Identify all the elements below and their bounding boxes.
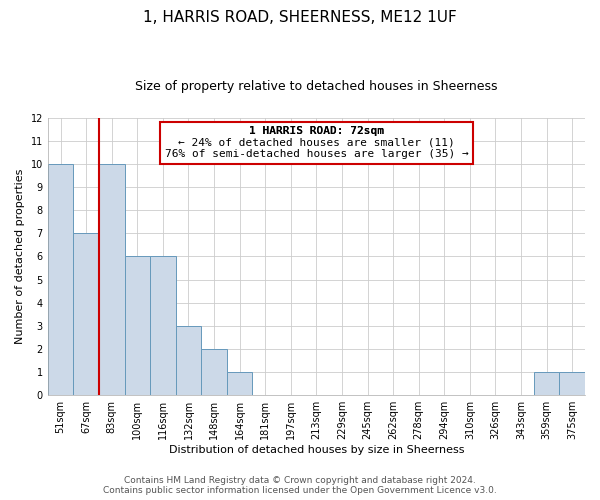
Bar [559, 372, 585, 395]
Bar [125, 256, 150, 395]
Title: Size of property relative to detached houses in Sheerness: Size of property relative to detached ho… [135, 80, 497, 93]
Bar [73, 234, 99, 395]
Bar [176, 326, 201, 395]
Bar [48, 164, 73, 395]
Bar [150, 256, 176, 395]
Text: 1, HARRIS ROAD, SHEERNESS, ME12 1UF: 1, HARRIS ROAD, SHEERNESS, ME12 1UF [143, 10, 457, 25]
Bar [227, 372, 253, 395]
X-axis label: Distribution of detached houses by size in Sheerness: Distribution of detached houses by size … [169, 445, 464, 455]
Bar [534, 372, 559, 395]
Bar [201, 349, 227, 395]
Y-axis label: Number of detached properties: Number of detached properties [15, 169, 25, 344]
Text: 1 HARRIS ROAD: 72sqm
← 24% of detached houses are smaller (11)
76% of semi-detac: 1 HARRIS ROAD: 72sqm ← 24% of detached h… [164, 126, 468, 160]
Bar [99, 164, 125, 395]
Text: Contains HM Land Registry data © Crown copyright and database right 2024.
Contai: Contains HM Land Registry data © Crown c… [103, 476, 497, 495]
Text: 1 HARRIS ROAD: 72sqm: 1 HARRIS ROAD: 72sqm [249, 126, 384, 136]
